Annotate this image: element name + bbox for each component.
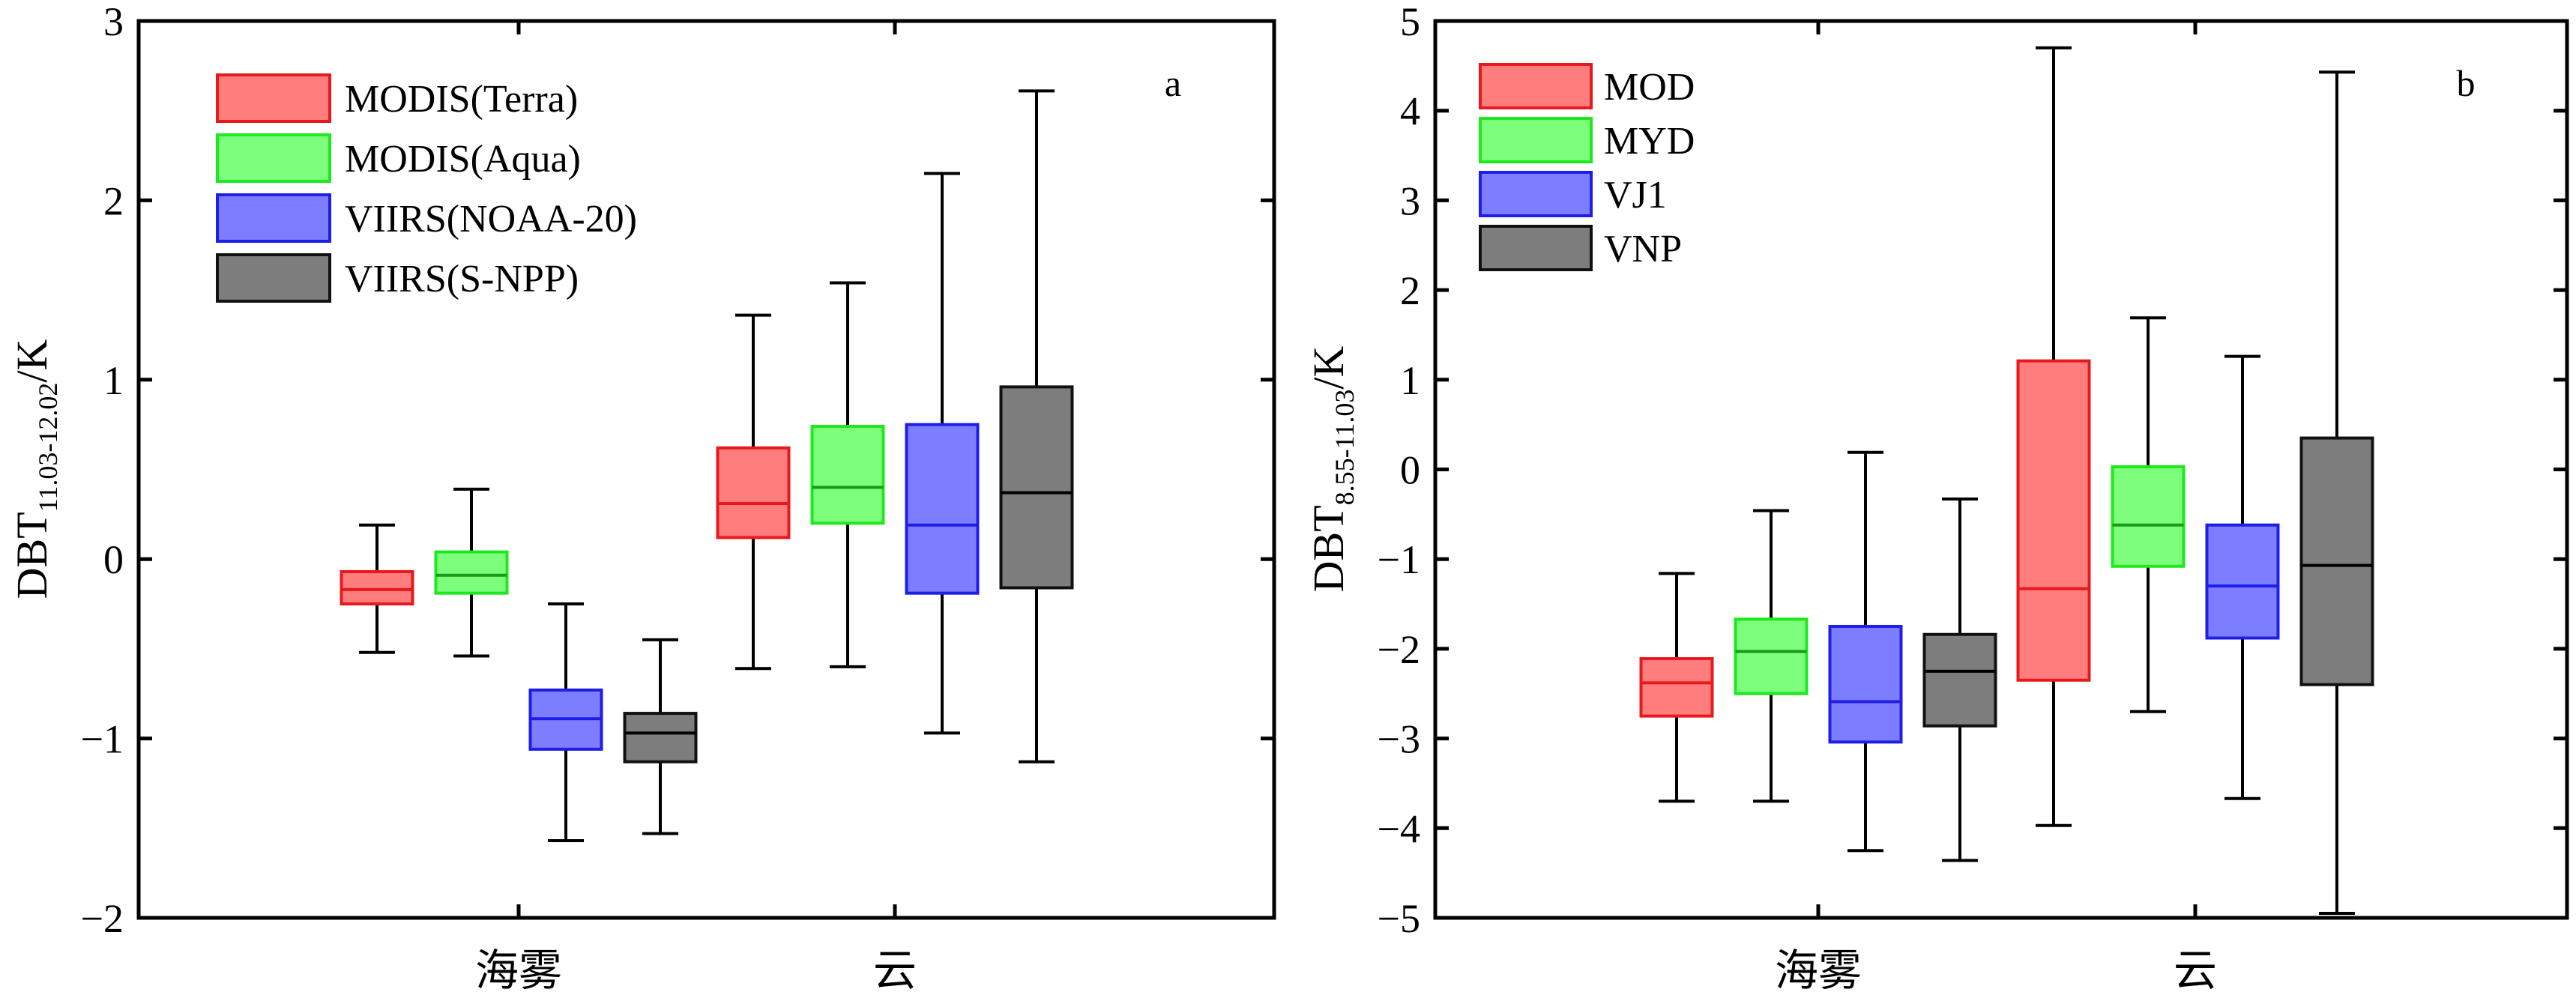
x-category-label: 云 — [873, 946, 917, 995]
box-iqr — [810, 425, 885, 525]
box-iqr — [2016, 359, 2091, 682]
panel-a: −2 −1 0 1 2 3 海雾 云 MODIS(Terra) MODIS(Aqua) VIIRS(… — [7, 0, 1276, 995]
y-tick-label: 0 — [103, 537, 124, 582]
legend-label: MODIS(Aqua) — [345, 138, 581, 181]
plot-frame — [136, 19, 1276, 920]
box-iqr — [1734, 617, 1809, 695]
box-iqr — [2205, 523, 2280, 640]
y-tick-label: −5 — [1378, 896, 1420, 941]
legend-swatch — [1479, 117, 1593, 163]
y-tick-label: −4 — [1378, 806, 1420, 851]
legend-label: VIIRS(NOAA-20) — [345, 198, 637, 241]
panel-label: b — [2457, 62, 2476, 104]
y-tick-label: 2 — [1400, 268, 1420, 313]
legend-label: VNP — [1604, 228, 1682, 270]
box-iqr — [999, 385, 1074, 590]
x-category-label: 云 — [2174, 946, 2217, 995]
legend-swatch — [216, 73, 331, 123]
y-tick-label: 2 — [103, 178, 124, 223]
legend-label: VIIRS(S-NPP) — [345, 258, 579, 300]
box-iqr — [434, 550, 509, 595]
box-iqr — [2111, 465, 2186, 568]
legend-swatch — [1479, 171, 1593, 217]
y-tick-label: 1 — [103, 358, 124, 403]
y-tick-label: −1 — [1378, 537, 1420, 582]
box-iqr — [905, 423, 980, 595]
y-axis-label: DBT11.03-12.02/K — [7, 339, 63, 599]
y-tick-label: 4 — [1400, 89, 1420, 134]
box-iqr — [340, 569, 414, 606]
y-tick-label: −2 — [1378, 627, 1420, 672]
x-category-label: 海雾 — [1775, 946, 1862, 995]
y-tick-label: −3 — [1378, 717, 1420, 762]
y-axis-label: DBT8.55-11.03/K — [1304, 346, 1360, 593]
panel-b: −5 −4 −3 −2 −1 0 1 2 3 4 5 海雾 云 MOD MYD VJ1 VNP b DBT8.55-… — [1304, 0, 2569, 995]
y-tick-label: 3 — [1400, 178, 1420, 223]
y-tick-label: 0 — [1400, 448, 1420, 493]
y-tick-label: 1 — [1400, 358, 1420, 403]
panel-label: a — [1165, 62, 1181, 104]
legend-swatch — [216, 133, 331, 183]
box-iqr — [1922, 632, 1997, 728]
box-iqr — [716, 446, 791, 539]
legend-label: MOD — [1604, 66, 1695, 109]
legend-swatch — [216, 253, 331, 303]
box-iqr — [1639, 657, 1714, 718]
legend-label: MYD — [1604, 120, 1695, 163]
box-iqr — [1828, 624, 1903, 744]
x-category-label: 海雾 — [475, 946, 562, 995]
legend-swatch — [1479, 225, 1593, 271]
y-tick-label: −1 — [81, 717, 124, 762]
legend-swatch — [216, 193, 331, 243]
y-tick-label: 5 — [1400, 0, 1420, 44]
y-tick-label: −2 — [81, 896, 124, 941]
box-iqr — [2299, 436, 2374, 686]
y-tick-label: 3 — [103, 0, 124, 44]
legend-label: VJ1 — [1604, 174, 1667, 217]
legend-label: MODIS(Terra) — [345, 78, 578, 121]
legend-swatch — [1479, 63, 1593, 109]
box-iqr — [623, 712, 698, 763]
